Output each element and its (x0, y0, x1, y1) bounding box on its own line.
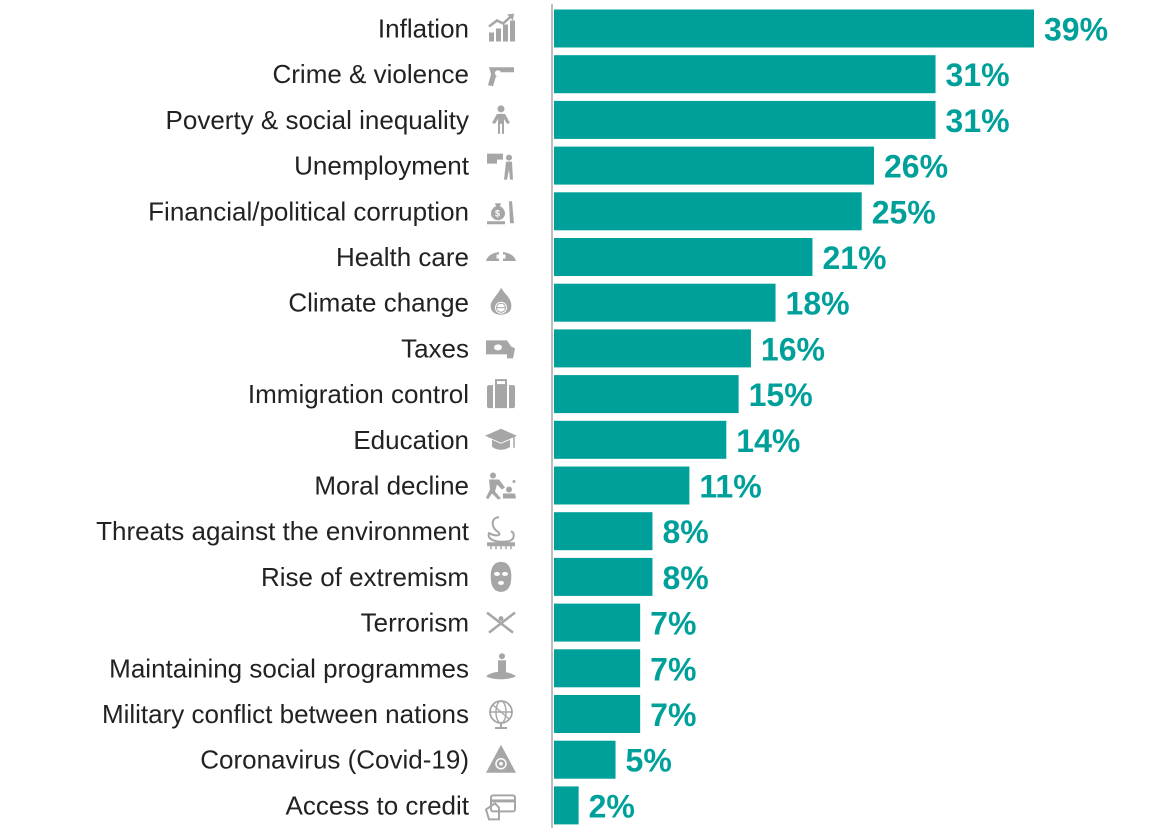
bar (554, 649, 641, 688)
category-label: Climate change (288, 288, 469, 318)
value-label: 31% (946, 57, 1010, 93)
bar (554, 9, 1034, 48)
nurse-cap-icon (486, 252, 516, 261)
svg-text:$: $ (495, 208, 500, 218)
value-label: 16% (761, 331, 825, 367)
suitcase-icon (487, 379, 515, 409)
category-label: Terrorism (361, 608, 469, 638)
category-label: Inflation (378, 14, 469, 44)
bar (554, 466, 690, 505)
credit-card-icon (484, 794, 516, 821)
bar (554, 786, 579, 825)
bar (554, 375, 739, 414)
category-label: Coronavirus (Covid-19) (200, 745, 469, 775)
category-label: Access to credit (285, 790, 469, 820)
value-label: 18% (786, 286, 850, 322)
category-label: Crime & violence (272, 59, 469, 89)
bar (554, 557, 653, 596)
value-label: 25% (872, 194, 936, 230)
value-label: 14% (736, 423, 800, 459)
value-label: 2% (589, 788, 635, 824)
value-label: 11% (699, 469, 761, 505)
value-label: 8% (662, 560, 708, 596)
category-label: Moral decline (314, 471, 469, 501)
globe-icon (489, 700, 513, 729)
fighting-people-icon (486, 472, 516, 500)
value-label: 7% (650, 697, 696, 733)
value-label: 26% (884, 149, 948, 185)
bar (554, 695, 641, 733)
bar (554, 100, 936, 139)
bar (554, 55, 936, 94)
bar (554, 420, 727, 459)
bar (554, 283, 776, 322)
burning-globe-icon (490, 287, 512, 315)
bar (554, 740, 616, 779)
bar (554, 192, 862, 231)
value-label: 8% (662, 514, 708, 550)
pointing-hand-icon (487, 153, 513, 180)
chart-growth-icon (488, 13, 515, 42)
person-icon (492, 105, 510, 134)
money-hand-icon (486, 340, 515, 359)
crossed-rifles-icon (486, 611, 516, 634)
bar (554, 603, 641, 642)
category-label: Health care (336, 242, 469, 272)
value-label: 7% (650, 606, 696, 642)
bar (554, 512, 653, 551)
value-label: 15% (749, 377, 813, 413)
bar (554, 146, 874, 185)
category-label: Rise of extremism (261, 562, 469, 592)
value-label: 5% (626, 743, 672, 779)
value-label: 21% (822, 240, 886, 276)
bar (554, 329, 751, 368)
graduation-cap-icon (485, 428, 517, 450)
category-label: Military conflict between nations (102, 699, 469, 729)
category-label: Maintaining social programmes (109, 653, 469, 683)
bar (554, 238, 813, 276)
category-label: Poverty & social inequality (166, 105, 469, 135)
value-label: 7% (650, 651, 696, 687)
gun-icon (488, 67, 514, 87)
category-label: Taxes (401, 333, 469, 363)
value-label: 31% (946, 103, 1010, 139)
money-bag-icon: $ (487, 201, 514, 225)
value-label: 39% (1044, 12, 1108, 48)
category-label: Financial/political corruption (148, 196, 469, 226)
category-label: Unemployment (294, 151, 470, 181)
category-label: Education (353, 425, 469, 455)
biohazard-icon (486, 744, 516, 773)
category-label: Immigration control (248, 379, 469, 409)
person-island-icon (486, 653, 516, 680)
swan-icon (487, 516, 515, 550)
category-label: Threats against the environment (96, 516, 470, 546)
balaclava-icon (490, 561, 512, 592)
